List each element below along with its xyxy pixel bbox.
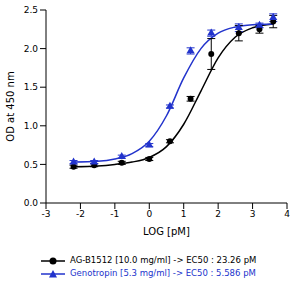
svg-text:OD at 450 nm: OD at 450 nm bbox=[8, 71, 16, 141]
svg-text:LOG [pM]: LOG [pM] bbox=[143, 226, 190, 237]
svg-text:1.5: 1.5 bbox=[24, 82, 38, 92]
html-text:Genotropin [5.3 mg/ml] -> EC50: Genotropin [5.3 mg/ml] -> EC50 : 5.586 p… bbox=[70, 268, 256, 278]
svg-text:-3: -3 bbox=[42, 209, 51, 219]
svg-text:2: 2 bbox=[215, 209, 221, 219]
svg-text:-2: -2 bbox=[76, 209, 85, 219]
svg-text:2.5: 2.5 bbox=[24, 5, 38, 15]
html-text:AG-B1512 [10.0 mg/ml] -> EC50: AG-B1512 [10.0 mg/ml] -> EC50 : 23.26 pM bbox=[70, 255, 257, 265]
svg-text:-1: -1 bbox=[110, 209, 119, 219]
svg-text:0: 0 bbox=[146, 209, 152, 219]
svg-text:1.0: 1.0 bbox=[24, 121, 39, 131]
svg-text:2.0: 2.0 bbox=[24, 44, 39, 54]
svg-text:4: 4 bbox=[284, 209, 290, 219]
svg-text:0.0: 0.0 bbox=[24, 198, 39, 208]
svg-text:3: 3 bbox=[250, 209, 256, 219]
svg-text:1: 1 bbox=[181, 209, 187, 219]
svg-text:0.5: 0.5 bbox=[24, 160, 38, 170]
